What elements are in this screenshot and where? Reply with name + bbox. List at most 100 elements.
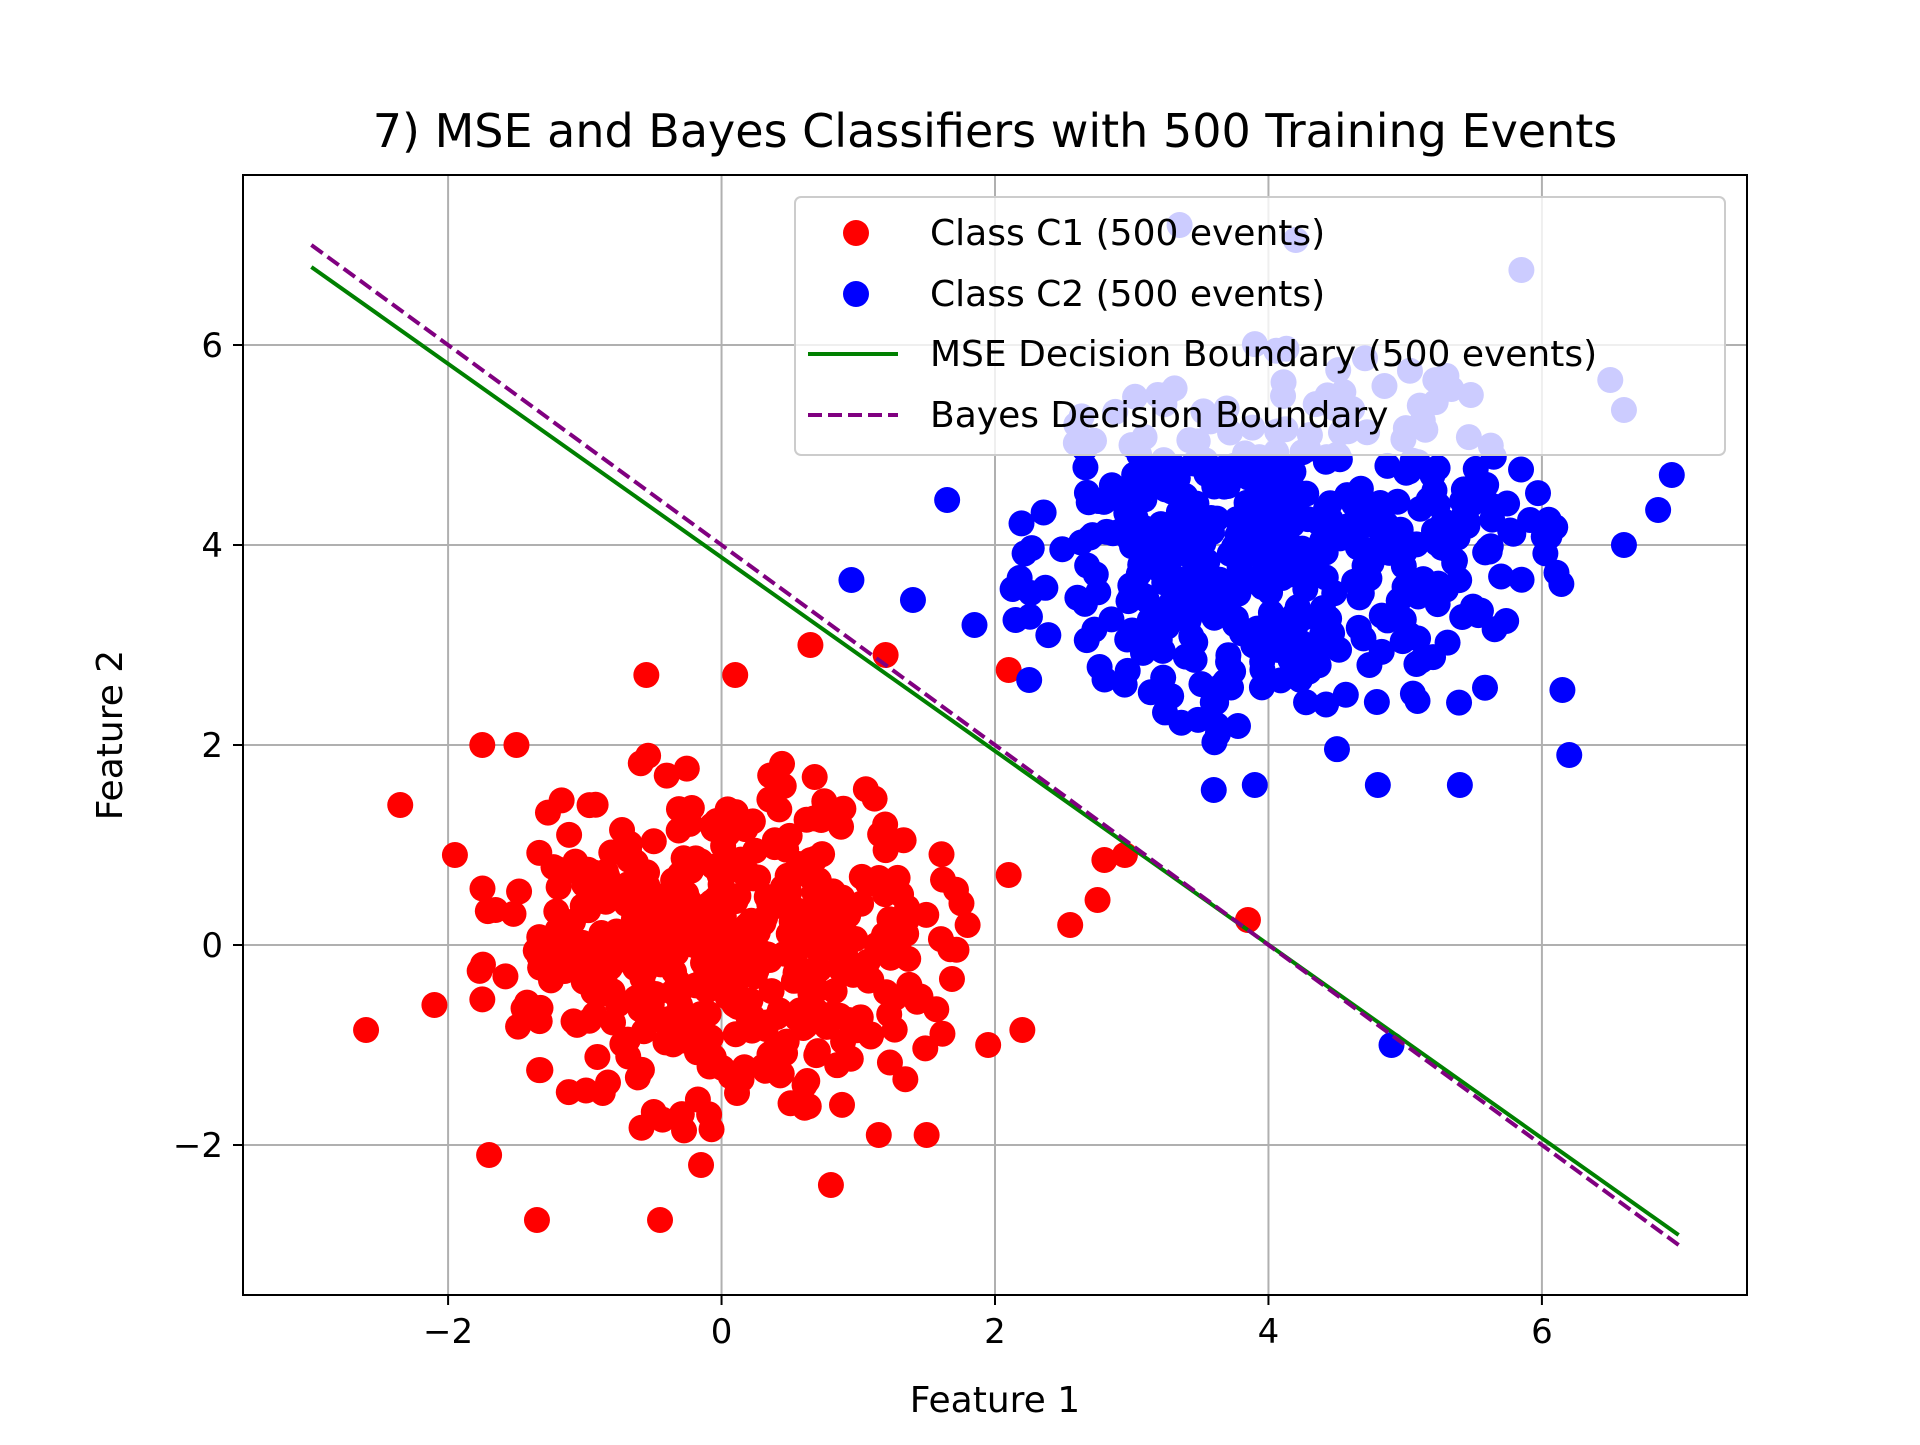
class-c1-point bbox=[506, 878, 533, 905]
class-c2-point bbox=[1133, 587, 1160, 614]
class-c1-point bbox=[794, 1068, 821, 1095]
class-c1-point bbox=[863, 931, 890, 958]
class-c2-point bbox=[1293, 689, 1320, 716]
class-c2-point bbox=[1180, 563, 1207, 590]
class-c1-point bbox=[913, 1122, 940, 1148]
class-c1-point bbox=[1009, 1017, 1036, 1043]
class-c2-point bbox=[1294, 506, 1321, 533]
class-c2-point bbox=[1181, 646, 1208, 673]
y-tick-label: −2 bbox=[173, 1126, 223, 1166]
class-c1-point bbox=[837, 1045, 864, 1072]
class-c1-point bbox=[646, 883, 673, 910]
class-c2-point bbox=[1405, 625, 1432, 652]
class-c1-point bbox=[829, 1091, 856, 1118]
class-c2-point bbox=[1158, 589, 1185, 616]
class-c1-point bbox=[629, 965, 656, 992]
class-c2-point bbox=[1250, 508, 1277, 535]
class-c1-point bbox=[678, 794, 705, 821]
class-c1-point bbox=[719, 810, 746, 837]
class-c2-point bbox=[1471, 674, 1498, 701]
class-c1-point bbox=[801, 764, 828, 791]
class-c2-point bbox=[1077, 524, 1104, 551]
class-c1-point bbox=[526, 839, 553, 866]
class-c2-point bbox=[1441, 549, 1468, 576]
class-c1-point bbox=[842, 925, 869, 952]
class-c1-point bbox=[640, 1098, 667, 1125]
legend-box bbox=[794, 196, 1726, 456]
class-c1-point bbox=[469, 875, 496, 902]
class-c2-point bbox=[1404, 687, 1431, 714]
class-c2-point bbox=[1193, 461, 1220, 488]
class-c1-point bbox=[690, 906, 717, 933]
class-c2-point bbox=[1658, 462, 1685, 488]
class-c2-point bbox=[1016, 667, 1043, 693]
class-c1-point bbox=[872, 837, 899, 864]
class-c2-point bbox=[1525, 480, 1552, 507]
class-c2-point bbox=[1175, 608, 1202, 635]
class-c2-point bbox=[1500, 520, 1527, 547]
class-c2-point bbox=[1122, 504, 1149, 531]
class-c1-point bbox=[671, 973, 698, 1000]
class-c2-point bbox=[1226, 521, 1253, 548]
class-c2-point bbox=[1508, 566, 1535, 593]
class-c1-point bbox=[545, 874, 572, 901]
y-tick-label: 0 bbox=[201, 926, 223, 966]
class-c2-point bbox=[1049, 536, 1076, 563]
legend-marker-class-c1 bbox=[843, 220, 869, 246]
class-c1-point bbox=[476, 1142, 503, 1168]
class-c1-point bbox=[584, 1043, 611, 1070]
class-c1-point bbox=[804, 1038, 831, 1065]
class-c1-point bbox=[387, 792, 414, 818]
class-c2-point bbox=[1269, 470, 1296, 497]
class-c1-point bbox=[594, 1069, 621, 1096]
class-c1-point bbox=[640, 828, 667, 855]
legend-label-bayes: Bayes Decision Boundary bbox=[930, 395, 1389, 436]
class-c1-point bbox=[526, 1057, 553, 1084]
class-c2-point bbox=[1424, 454, 1451, 481]
class-c1-point bbox=[569, 892, 596, 919]
class-c1-point bbox=[821, 978, 848, 1005]
class-c2-point bbox=[1508, 456, 1535, 483]
class-c1-point bbox=[937, 936, 964, 963]
x-tick-label: 0 bbox=[711, 1312, 733, 1352]
class-c2-point bbox=[1008, 510, 1035, 537]
class-c1-point bbox=[876, 1001, 903, 1028]
class-c2-point bbox=[899, 587, 926, 613]
class-c2-point bbox=[1293, 480, 1320, 507]
class-c2-point bbox=[1549, 677, 1576, 703]
class-c2-point bbox=[1332, 681, 1359, 708]
class-c2-point bbox=[1139, 534, 1166, 561]
class-c1-point bbox=[771, 940, 798, 967]
class-c1-point bbox=[938, 965, 965, 992]
class-c2-point bbox=[1188, 671, 1215, 698]
class-c1-point bbox=[503, 732, 530, 758]
class-c2-point bbox=[1334, 482, 1361, 509]
class-c2-point bbox=[1035, 622, 1062, 649]
class-c1-point bbox=[913, 901, 940, 928]
class-c1-point bbox=[523, 1207, 550, 1233]
class-c2-point bbox=[1257, 579, 1284, 606]
class-c1-point bbox=[543, 898, 570, 925]
class-c1-point bbox=[948, 890, 975, 917]
class-c1-point bbox=[599, 978, 626, 1005]
class-c2-point bbox=[961, 612, 988, 638]
class-c1-point bbox=[852, 776, 879, 803]
class-c1-point bbox=[633, 938, 660, 965]
class-c1-point bbox=[835, 902, 862, 929]
y-tick-label: 6 bbox=[201, 326, 223, 366]
class-c2-point bbox=[1230, 541, 1257, 568]
class-c1-point bbox=[930, 866, 957, 893]
class-c1-point bbox=[777, 865, 804, 892]
class-c2-point bbox=[1286, 666, 1313, 693]
legend-label-class-c2: Class C2 (500 events) bbox=[930, 274, 1325, 315]
class-c2-point bbox=[838, 567, 865, 593]
class-c1-point bbox=[665, 817, 692, 844]
legend-marker-class-c2 bbox=[843, 281, 869, 307]
class-c2-point bbox=[1472, 539, 1499, 566]
class-c2-point bbox=[1379, 530, 1406, 557]
class-c2-point bbox=[1532, 540, 1559, 567]
class-c1-point bbox=[469, 732, 496, 758]
class-c2-point bbox=[1374, 607, 1401, 634]
class-c1-point bbox=[647, 1207, 674, 1233]
class-c1-point bbox=[708, 933, 735, 960]
